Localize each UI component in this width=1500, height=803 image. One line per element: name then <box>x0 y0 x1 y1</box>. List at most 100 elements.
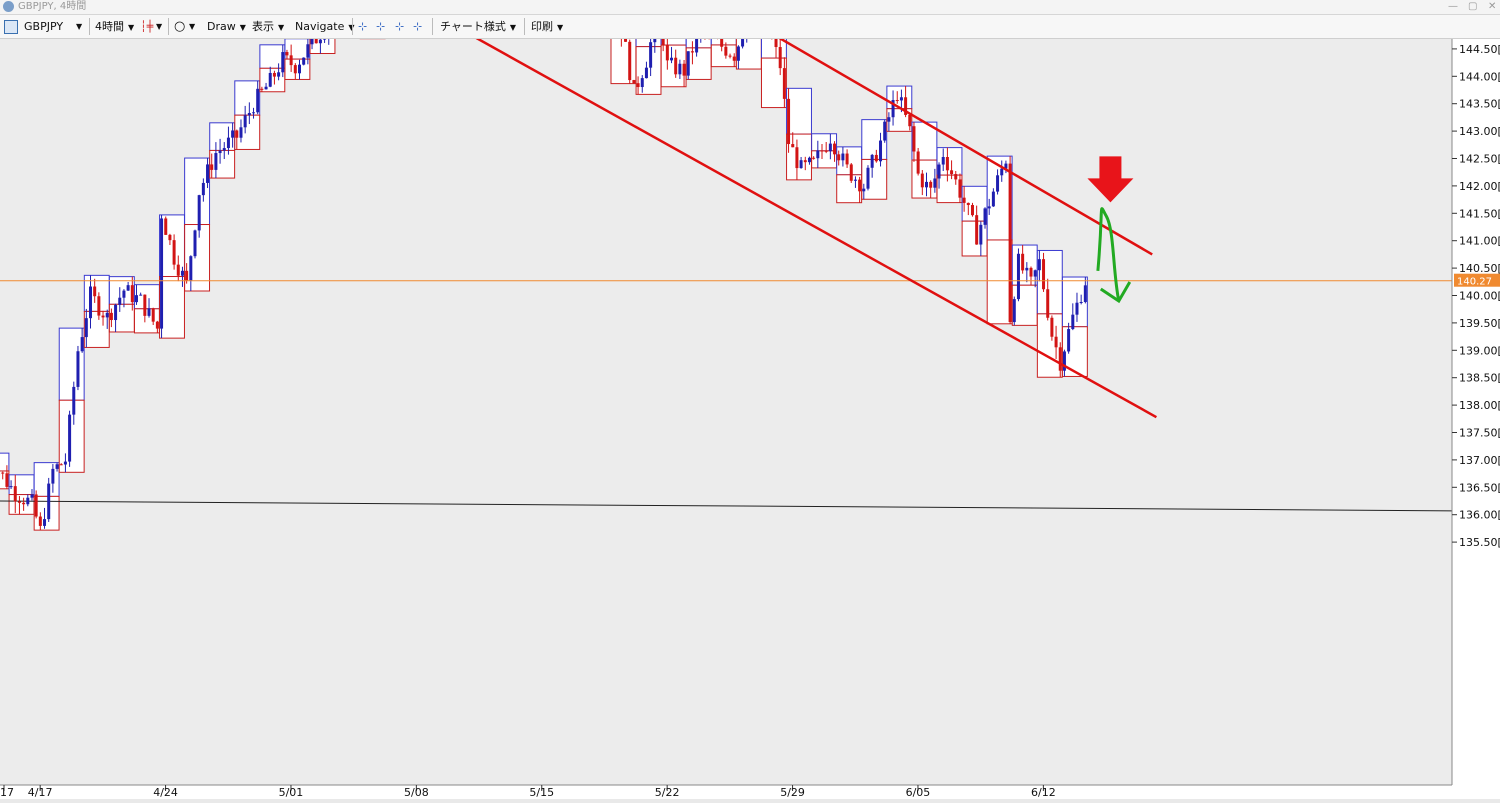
candle-body <box>248 113 251 115</box>
candle-body <box>988 206 991 208</box>
timeframe-label: 4時間 <box>95 20 124 33</box>
print-menu[interactable]: 印刷▼ <box>531 15 563 38</box>
y-tick-label: 138.00[0] <box>1459 399 1500 412</box>
app-logo-icon <box>3 1 14 12</box>
scroll-left-icon[interactable]: ⊹ <box>395 15 404 38</box>
range-box-lower <box>260 68 285 91</box>
chart-style-menu[interactable]: チャート様式▼ <box>440 15 516 38</box>
candle-body <box>1021 254 1024 271</box>
candle-body <box>39 517 42 526</box>
candle-body <box>1 473 4 474</box>
candle-body <box>1013 299 1016 322</box>
range-box-lower <box>787 134 812 180</box>
candle-body <box>996 175 999 191</box>
price-chart[interactable]: 135.50[0]136.00[0]136.50[0]137.00[0]137.… <box>0 39 1500 799</box>
time-axis[interactable] <box>0 785 1452 799</box>
view-menu[interactable]: 表示▼ <box>252 15 284 38</box>
candle-body <box>281 52 284 72</box>
candle-body <box>256 89 259 112</box>
candle-body <box>862 189 865 192</box>
chart-area[interactable]: 135.50[0]136.00[0]136.50[0]137.00[0]137.… <box>0 39 1500 803</box>
y-tick-label: 136.50[0] <box>1459 481 1500 494</box>
candle-body <box>97 296 100 315</box>
candle-body <box>323 39 326 40</box>
range-box-lower <box>109 304 134 332</box>
x-tick-label: 4/17 <box>28 786 53 799</box>
symbol-dropdown-icon[interactable]: ▼ <box>76 15 82 38</box>
maximize-icon[interactable]: ▢ <box>1468 0 1477 13</box>
candle-body <box>219 151 222 154</box>
x-tick-label: 4/24 <box>153 786 178 799</box>
draw-menu[interactable]: Draw ▼ <box>207 15 246 38</box>
toolbar-separator <box>352 18 353 35</box>
candle-body <box>678 64 681 75</box>
candle-body <box>628 42 631 80</box>
candle-body <box>958 179 961 197</box>
candle-body <box>816 151 819 159</box>
range-box-upper <box>686 39 711 48</box>
range-box-lower <box>134 309 159 333</box>
candle-body <box>51 469 54 484</box>
range-box-upper <box>185 158 210 224</box>
candle-body <box>152 308 155 321</box>
scroll-right-icon[interactable]: ⊹ <box>413 15 422 38</box>
candle-body <box>975 215 978 244</box>
candle-body <box>821 151 824 152</box>
candle-body <box>235 130 238 137</box>
candle-body <box>637 83 640 87</box>
chevron-down-icon[interactable]: ▼ <box>156 15 162 38</box>
range-box-lower <box>862 159 887 199</box>
candle-body <box>795 147 798 168</box>
candle-body <box>908 115 911 126</box>
candle-body <box>1055 337 1058 348</box>
candle-body <box>779 47 782 68</box>
range-box-lower <box>84 311 109 347</box>
candle-body <box>800 160 803 168</box>
candle-body <box>871 155 874 168</box>
range-box-lower <box>1037 314 1062 377</box>
draw-label: Draw <box>207 20 236 33</box>
candle-body <box>302 58 305 65</box>
range-box-upper <box>235 81 260 115</box>
candle-style-icon[interactable]: ┆╪ <box>140 15 153 38</box>
candle-body <box>917 151 920 173</box>
candle-body <box>683 64 686 76</box>
y-tick-label: 137.50[0] <box>1459 427 1500 440</box>
candle-body <box>1084 285 1087 302</box>
candle-body <box>93 287 96 297</box>
range-box-upper <box>160 215 185 277</box>
y-tick-label: 136.00[0] <box>1459 509 1500 522</box>
range-box-lower <box>1062 327 1087 377</box>
candle-body <box>227 138 230 148</box>
range-box-lower <box>285 59 310 79</box>
range-box-lower <box>59 400 84 472</box>
chevron-down-icon: ▼ <box>240 23 246 32</box>
timeframe-select[interactable]: 4時間▼ <box>95 15 134 38</box>
range-box-lower <box>711 45 736 67</box>
symbol-select[interactable]: GBPJPY <box>24 15 63 38</box>
candle-body <box>925 182 928 187</box>
candle-body <box>231 130 234 137</box>
navigate-menu[interactable]: Navigate▼ <box>295 15 355 38</box>
candle-body <box>64 462 67 465</box>
chevron-down-icon[interactable]: ▼ <box>189 15 195 38</box>
window-title: GBPJPY, 4時間 <box>18 0 86 14</box>
close-icon[interactable]: ✕ <box>1488 0 1496 13</box>
candle-body <box>837 154 840 160</box>
candle-body <box>662 39 665 45</box>
candle-body <box>883 122 886 141</box>
zoom-in-icon[interactable]: ⊹ <box>358 15 367 38</box>
candle-body <box>632 80 635 83</box>
candle-body <box>846 154 849 165</box>
candle-body <box>14 486 17 501</box>
range-box-upper <box>1062 277 1087 327</box>
chart-window-icon[interactable] <box>4 20 18 34</box>
circle-tool-icon[interactable]: ○ <box>174 15 185 38</box>
minimize-icon[interactable]: — <box>1448 0 1458 13</box>
zoom-out-icon[interactable]: ⊹ <box>376 15 385 38</box>
candle-body <box>900 97 903 100</box>
candle-body <box>979 225 982 245</box>
candle-body <box>18 501 21 502</box>
candle-body <box>887 117 890 121</box>
y-tick-label: 144.00[0] <box>1459 70 1500 83</box>
